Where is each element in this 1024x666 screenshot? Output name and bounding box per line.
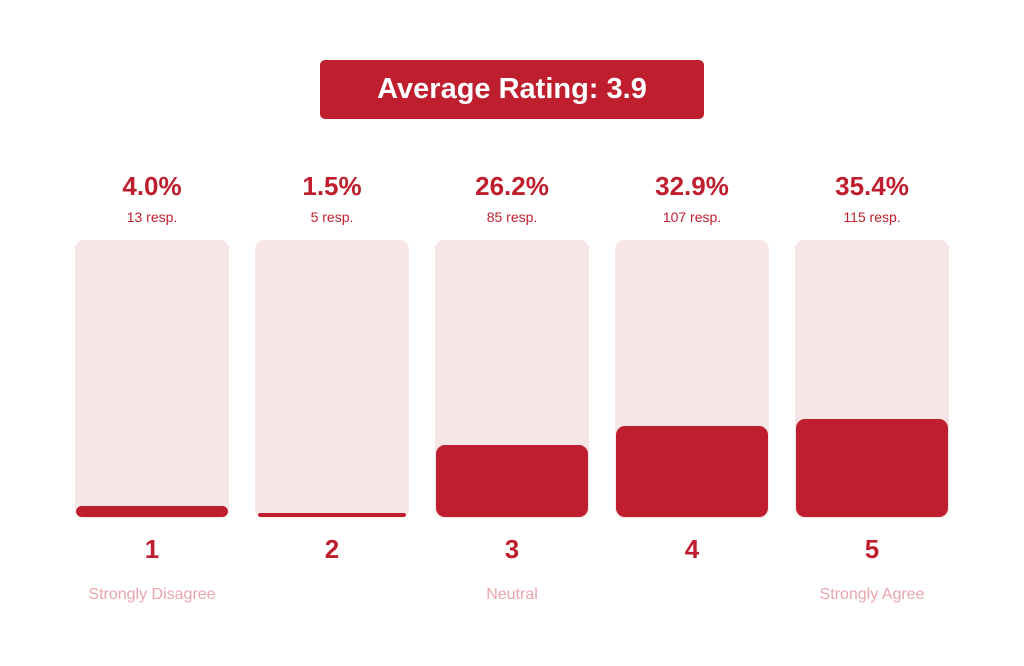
bar-track — [615, 240, 769, 518]
average-rating-title: Average Rating: 3.9 — [320, 60, 704, 119]
rating-number: 5 — [864, 534, 880, 564]
percent-label: 26.2% — [475, 171, 549, 201]
bar-fill — [258, 513, 406, 517]
percent-label: 1.5% — [302, 171, 362, 201]
rating-number: 2 — [324, 534, 340, 564]
rating-descriptor: Strongly Agree — [819, 586, 925, 603]
bar-column-4: 32.9% 107 resp. 4 — [615, 0, 769, 666]
percent-label: 32.9% — [655, 171, 729, 201]
bar-track — [795, 240, 949, 518]
responses-label: 5 resp. — [310, 209, 354, 225]
bar-fill — [616, 426, 768, 517]
responses-label: 107 resp. — [662, 209, 722, 225]
bar-track — [255, 240, 409, 518]
bar-column-2: 1.5% 5 resp. 2 — [255, 0, 409, 666]
bar-column-5: 35.4% 115 resp. 5 Strongly Agree — [795, 0, 949, 666]
rating-number: 1 — [144, 534, 160, 564]
bar-fill — [436, 445, 588, 517]
percent-label: 4.0% — [122, 171, 182, 201]
bar-fill — [796, 419, 948, 517]
bar-column-3: 26.2% 85 resp. 3 Neutral — [435, 0, 589, 666]
responses-label: 13 resp. — [126, 209, 178, 225]
responses-label: 115 resp. — [843, 209, 901, 225]
rating-number: 3 — [504, 534, 520, 564]
bar-column-1: 4.0% 13 resp. 1 Strongly Disagree — [75, 0, 229, 666]
responses-label: 85 resp. — [486, 209, 538, 225]
rating-number: 4 — [684, 534, 700, 564]
percent-label: 35.4% — [835, 171, 909, 201]
rating-descriptor: Neutral — [486, 586, 538, 603]
bar-track — [75, 240, 229, 518]
rating-descriptor: Strongly Disagree — [88, 586, 216, 603]
bar-track — [435, 240, 589, 518]
bar-fill — [76, 506, 228, 517]
